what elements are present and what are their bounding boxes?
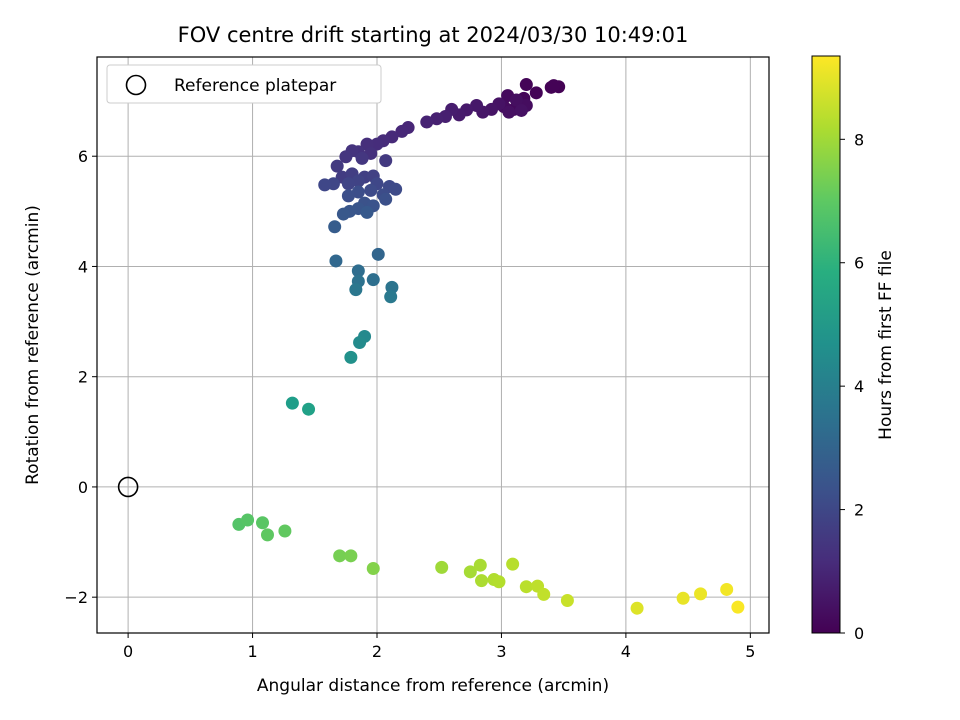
- colorbar-tick-label: 8: [854, 130, 864, 149]
- data-point: [379, 154, 393, 168]
- data-point: [302, 402, 316, 416]
- data-point: [260, 528, 274, 542]
- data-point: [547, 79, 561, 93]
- data-point: [514, 103, 528, 117]
- y-tick-label: 6: [78, 147, 88, 166]
- data-point: [420, 115, 434, 129]
- data-point: [720, 582, 734, 596]
- x-tick-label: 0: [123, 642, 133, 661]
- x-tick-label: 5: [745, 642, 755, 661]
- reference-marker-layer: [117, 476, 139, 498]
- data-point: [341, 189, 355, 203]
- legend-box: [106, 64, 382, 104]
- data-point: [379, 192, 393, 206]
- data-point: [285, 396, 299, 410]
- data-point: [371, 247, 385, 261]
- data-point: [256, 516, 270, 530]
- data-point: [463, 565, 477, 579]
- data-point: [731, 600, 745, 614]
- data-point: [351, 264, 365, 278]
- data-point: [470, 99, 484, 113]
- plot-frame: [96, 56, 770, 634]
- data-point: [344, 549, 358, 563]
- grid: [97, 57, 769, 633]
- data-point: [529, 86, 543, 100]
- data-point: [519, 580, 533, 594]
- data-point: [344, 350, 358, 364]
- colorbar-label: Hours from first FF file: [876, 250, 896, 440]
- x-tick-label: 2: [372, 642, 382, 661]
- data-point: [364, 183, 378, 197]
- data-point: [676, 591, 690, 605]
- colorbar: [811, 55, 841, 634]
- data-point: [328, 220, 342, 234]
- colorbar-tick-label: 4: [854, 377, 864, 396]
- data-point: [349, 283, 363, 297]
- data-point: [475, 574, 489, 588]
- data-points: [232, 78, 745, 615]
- legend-entry-label: Reference platepar: [174, 76, 336, 96]
- reference-marker: [117, 476, 139, 498]
- data-point: [502, 105, 516, 119]
- y-axis-ticks: −2 0 2 4 6: [64, 147, 97, 607]
- data-point: [537, 587, 551, 601]
- legend: Reference platepar: [106, 64, 382, 104]
- data-point: [389, 182, 403, 196]
- data-point: [329, 254, 343, 268]
- colorbar-tick-label: 0: [854, 624, 864, 643]
- data-point: [430, 112, 444, 126]
- data-point: [384, 290, 398, 304]
- data-point: [339, 150, 353, 164]
- colorbar-tick-label: 6: [854, 254, 864, 273]
- data-point: [630, 601, 644, 615]
- data-point: [395, 124, 409, 138]
- data-point: [278, 524, 292, 538]
- x-axis-label: Angular distance from reference (arcmin): [257, 676, 609, 696]
- colorbar-tick-label: 2: [854, 501, 864, 520]
- legend-reference-marker: [125, 74, 147, 96]
- data-point: [360, 205, 374, 219]
- data-point: [355, 151, 369, 165]
- data-point: [473, 558, 487, 572]
- data-point: [519, 78, 533, 92]
- data-point: [435, 560, 449, 574]
- y-tick-label: 2: [78, 368, 88, 387]
- x-tick-label: 1: [247, 642, 257, 661]
- data-point: [318, 178, 332, 192]
- data-point: [351, 174, 365, 188]
- data-point: [366, 273, 380, 287]
- chart-title: FOV centre drift starting at 2024/03/30 …: [178, 23, 689, 47]
- data-point: [560, 593, 574, 607]
- data-point: [366, 562, 380, 576]
- data-point: [694, 587, 708, 601]
- data-point: [336, 207, 350, 221]
- data-point: [330, 159, 344, 173]
- data-point: [241, 513, 255, 527]
- y-tick-label: −2: [64, 588, 88, 607]
- y-tick-label: 4: [78, 257, 88, 276]
- x-tick-label: 3: [496, 642, 506, 661]
- data-point: [506, 557, 520, 571]
- x-axis-ticks: 0 1 2 3 4 5: [123, 633, 755, 661]
- y-tick-label: 0: [78, 478, 88, 497]
- data-point: [509, 93, 523, 107]
- data-point: [351, 185, 365, 199]
- data-point: [333, 549, 347, 563]
- x-tick-label: 4: [621, 642, 631, 661]
- data-point: [341, 177, 355, 191]
- colorbar-ticks: 0 2 4 6 8: [840, 130, 864, 643]
- data-point: [353, 336, 367, 350]
- y-axis-label: Rotation from reference (arcmin): [23, 205, 43, 485]
- data-point: [492, 575, 506, 589]
- data-point: [370, 137, 384, 151]
